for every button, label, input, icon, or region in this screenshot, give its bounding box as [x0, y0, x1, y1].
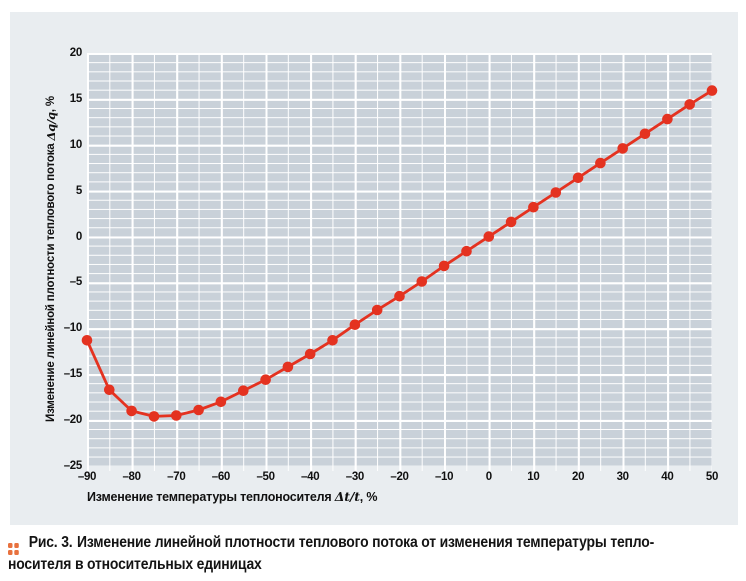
data-point-marker: [394, 290, 405, 302]
x-tick-label: 10: [527, 471, 540, 483]
data-point-marker: [572, 172, 584, 184]
y-tick-label: –5: [69, 276, 83, 289]
y-tick-label: –20: [63, 413, 83, 426]
heat-flux-line-chart: [81, 85, 718, 422]
x-tick-label: 30: [616, 471, 630, 483]
figure-number: Рис. 3.: [28, 534, 73, 551]
y-tick-label: 0: [75, 230, 82, 243]
y-tick-label: –10: [63, 322, 83, 335]
x-axis-ticks: [87, 466, 712, 471]
data-point-marker: [528, 201, 539, 213]
data-point-marker: [617, 143, 628, 154]
y-axis-tick-labels: 20 15 10 5 0 –5 –10 –15 –20 –25: [38, 47, 83, 472]
x-tick-label: –90: [77, 471, 97, 483]
x-tick-label: 50: [705, 471, 719, 483]
y-axis-math-symbol: Δq/q: [44, 112, 58, 141]
x-tick-label: –10: [434, 471, 454, 483]
y-tick-label: 15: [69, 92, 83, 105]
x-tick-label: –40: [301, 471, 320, 483]
y-tick-label: 20: [69, 46, 83, 59]
data-point-marker: [104, 384, 115, 396]
data-point-marker: [260, 374, 271, 386]
data-point-marker: [706, 85, 718, 96]
data-point-marker: [171, 410, 182, 421]
x-tick-label: –70: [167, 471, 186, 483]
x-axis-title: Изменение температуры теплоносителя Δt/t…: [87, 489, 378, 504]
plot-area: [81, 53, 718, 466]
x-tick-label: –30: [345, 471, 365, 483]
y-axis-title: Изменение линейной плотности теплового п…: [44, 96, 58, 423]
data-point-marker: [327, 335, 338, 346]
chart-panel: 20 15 10 5 0 –5 –10 –15 –20 –25 –90 –80 –70 –60 –50 –4…: [10, 12, 738, 525]
data-point-marker: [639, 128, 651, 140]
data-point-marker: [483, 231, 495, 242]
data-point-marker: [126, 405, 137, 417]
x-tick-label: –50: [256, 471, 275, 483]
y-tick-label: –15: [63, 367, 83, 380]
data-point-marker: [595, 157, 606, 169]
data-point-marker: [371, 304, 383, 316]
series-line: [85, 89, 714, 418]
figure-caption: Рис. 3. Изменение линейной плотности тепл…: [8, 533, 746, 575]
x-tick-label: –60: [211, 471, 231, 483]
data-point-marker: [81, 335, 93, 346]
data-point-marker: [304, 348, 316, 360]
data-point-marker: [684, 99, 695, 110]
x-tick-label: 20: [571, 471, 585, 483]
y-tick-label: 5: [75, 184, 82, 197]
x-axis-tick-labels: –90 –80 –70 –60 –50 –40 –30 –20 –10 0 10 20 30 40 50: [78, 471, 719, 485]
figure-bullet-icon: [8, 543, 19, 555]
data-point-marker: [349, 319, 361, 331]
caption-line-1: Рис. 3. Изменение линейной плотности тепл…: [8, 533, 746, 555]
data-point-marker: [282, 361, 294, 373]
data-point-marker: [148, 411, 160, 422]
x-axis-math-symbol: Δt/t: [334, 489, 360, 504]
x-tick-label: –20: [390, 471, 409, 483]
x-tick-label: 0: [485, 471, 492, 483]
data-point-marker: [416, 276, 428, 287]
data-point-marker: [193, 404, 204, 416]
caption-text-1: Изменение линейной плотности теплового п…: [76, 534, 655, 551]
x-tick-label: –80: [122, 471, 141, 483]
y-tick-label: –25: [63, 459, 83, 472]
data-point-marker: [550, 187, 562, 198]
data-point-marker: [505, 216, 517, 228]
data-point-marker: [438, 260, 450, 272]
data-point-marker: [215, 396, 227, 408]
x-tick-label: 40: [661, 471, 674, 483]
caption-line-2: носителя в относительных единицах: [8, 556, 262, 573]
data-point-marker: [662, 113, 673, 125]
data-point-marker: [461, 245, 472, 257]
y-tick-label: 10: [69, 138, 83, 151]
data-point-marker: [238, 385, 249, 397]
